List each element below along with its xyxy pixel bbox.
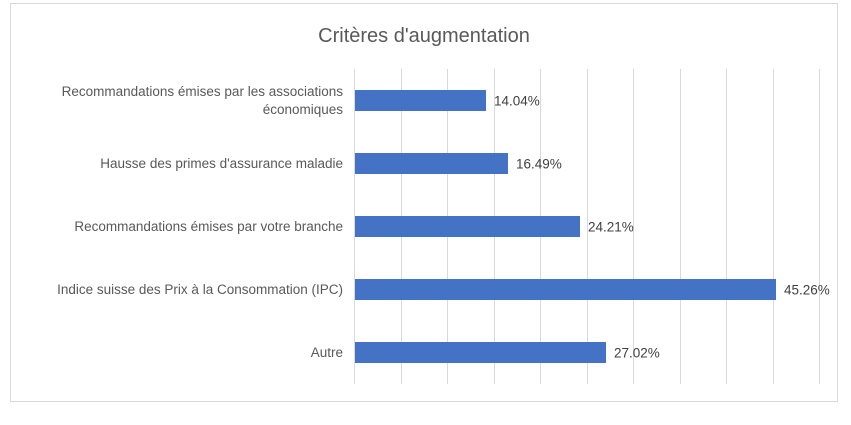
bar-4 bbox=[355, 342, 606, 363]
gridline bbox=[773, 69, 774, 384]
bar-2 bbox=[355, 216, 580, 237]
category-label-3: Indice suisse des Prix à la Consommation… bbox=[57, 282, 343, 297]
chart-container: Critères d'augmentation 14.04% 16.49% 24.2… bbox=[10, 3, 838, 402]
category-label-1: Hausse des primes d'assurance maladie bbox=[100, 156, 343, 171]
category-label-4: Autre bbox=[310, 345, 343, 360]
category-label-0: Recommandations émises par les associati… bbox=[61, 84, 343, 117]
bar-1 bbox=[355, 153, 508, 174]
category-axis: Recommandations émises par les associati… bbox=[11, 69, 343, 384]
gridline bbox=[587, 69, 588, 384]
plot-area: 14.04% 16.49% 24.21% 45.26% 27.02% bbox=[354, 69, 830, 384]
data-label-1: 16.49% bbox=[516, 156, 562, 172]
data-label-2: 24.21% bbox=[588, 219, 634, 235]
category-label-2: Recommandations émises par votre branche bbox=[74, 219, 343, 234]
gridline bbox=[680, 69, 681, 384]
data-label-0: 14.04% bbox=[494, 93, 540, 109]
data-label-3: 45.26% bbox=[784, 282, 830, 298]
gridline bbox=[354, 69, 355, 384]
bar-3 bbox=[355, 279, 776, 300]
chart-title: Critères d'augmentation bbox=[318, 25, 530, 47]
gridline bbox=[819, 69, 820, 384]
gridline bbox=[633, 69, 634, 384]
gridline bbox=[726, 69, 727, 384]
data-label-4: 27.02% bbox=[614, 345, 660, 361]
bar-0 bbox=[355, 90, 486, 111]
